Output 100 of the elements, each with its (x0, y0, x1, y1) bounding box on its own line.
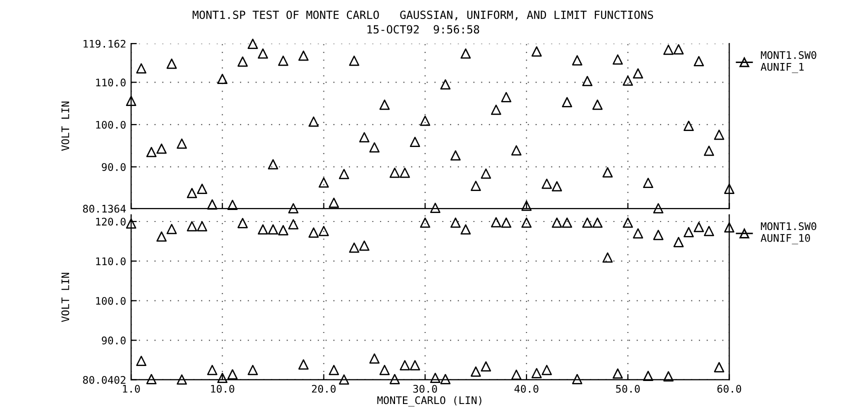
point (207, 199, 218, 210)
point (673, 44, 684, 54)
point (318, 226, 329, 236)
point (684, 120, 694, 131)
point (156, 144, 167, 154)
point (562, 97, 572, 108)
point (258, 224, 268, 235)
point (248, 364, 258, 376)
point (542, 364, 552, 376)
point (542, 178, 552, 189)
point (410, 360, 420, 370)
point (694, 222, 704, 232)
point (622, 218, 633, 228)
point (420, 116, 430, 126)
point (390, 168, 400, 178)
point (298, 359, 309, 370)
chart-subtitle: 15-OCT92 9:56:58 (367, 25, 480, 34)
point (643, 370, 654, 382)
point (521, 200, 532, 211)
point (379, 100, 390, 110)
point (227, 200, 238, 210)
point (653, 230, 664, 240)
point (612, 54, 623, 65)
point (460, 224, 471, 235)
point (440, 79, 451, 90)
point (450, 150, 461, 161)
point (501, 218, 512, 228)
point (714, 130, 724, 140)
point (258, 48, 268, 59)
point (410, 136, 420, 148)
point (430, 372, 440, 384)
point (369, 353, 380, 364)
point (602, 252, 613, 263)
point (632, 68, 644, 79)
point (328, 198, 340, 208)
point (126, 96, 136, 106)
point (684, 227, 694, 238)
point (176, 138, 187, 149)
y-tick-label: 110.0 (96, 78, 126, 86)
x-tick-label: 20.0 (312, 384, 336, 393)
point (390, 374, 400, 384)
point (714, 362, 724, 372)
point (248, 38, 258, 49)
x-tick-label: 40.0 (514, 384, 538, 393)
point (653, 203, 664, 214)
point (562, 218, 572, 228)
point (308, 116, 319, 127)
point (268, 224, 278, 235)
point (238, 218, 248, 228)
point (359, 132, 370, 142)
point (278, 225, 288, 236)
point (136, 63, 146, 74)
point (724, 222, 734, 233)
point (572, 374, 582, 384)
y-tick-label: 110.0 (96, 257, 126, 266)
point (632, 228, 644, 238)
point (663, 44, 674, 55)
point (532, 46, 542, 57)
point (278, 56, 288, 66)
point (207, 364, 218, 376)
x-axis-title: MONTE_CARLO (LIN) (377, 396, 482, 406)
point (501, 92, 512, 102)
y-tick-label: 100.0 (96, 120, 126, 129)
point (592, 100, 603, 110)
y-tick-label: 119.162 (84, 40, 126, 48)
y-tick-label: 120.0 (96, 218, 126, 226)
y-tick-label: 80.1364 (83, 204, 126, 213)
point (521, 218, 532, 228)
point (308, 227, 319, 238)
point (511, 370, 522, 380)
y-tick-label: 100.0 (96, 296, 126, 305)
point (704, 226, 714, 236)
point (186, 221, 198, 232)
point (470, 366, 481, 377)
point (146, 146, 157, 158)
x-tick-label: 1.0 (122, 384, 140, 393)
point (612, 368, 623, 379)
point (582, 76, 592, 86)
point (318, 177, 329, 188)
point (400, 168, 410, 178)
x-tick-label: 10.0 (211, 384, 234, 393)
point (511, 145, 522, 156)
point (338, 168, 350, 180)
point (349, 242, 360, 253)
point (480, 168, 492, 179)
point (196, 221, 208, 232)
point (592, 218, 603, 228)
point (298, 50, 309, 61)
y-tick-label: 90.0 (102, 336, 126, 344)
point (217, 74, 228, 84)
point (694, 56, 704, 66)
point (704, 146, 714, 156)
point (490, 217, 502, 228)
point (490, 104, 502, 115)
point (400, 360, 410, 370)
point (663, 371, 674, 382)
point (349, 56, 360, 66)
point (379, 364, 390, 376)
x-tick-label: 30.0 (413, 384, 437, 393)
point (480, 361, 492, 372)
